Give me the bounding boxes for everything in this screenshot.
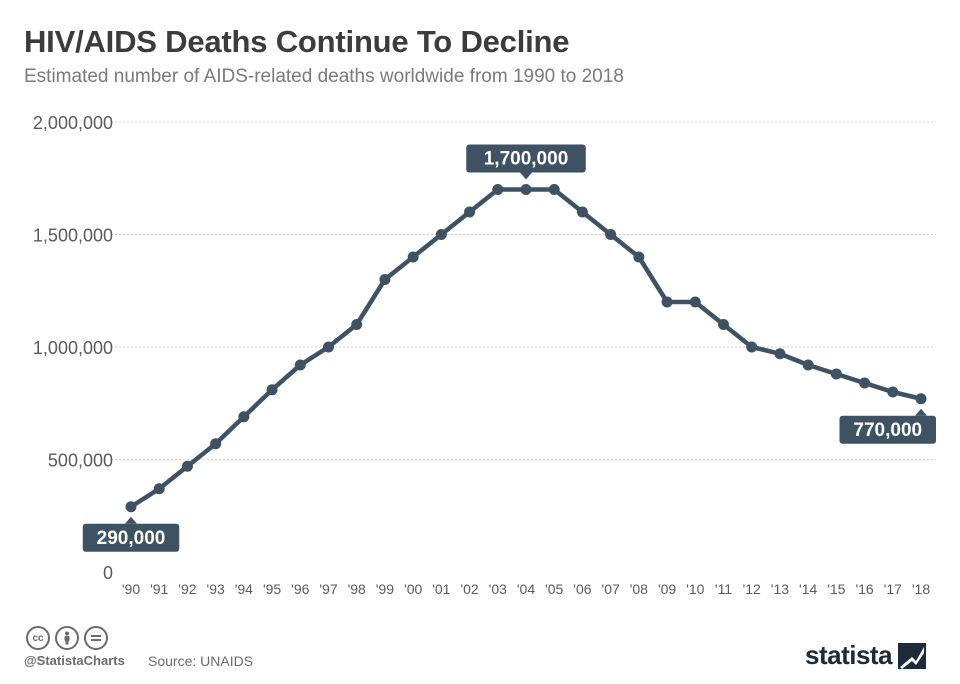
data-point [238,411,250,423]
series-line [128,187,924,509]
data-point [181,460,193,472]
x-tick-label: '11 [715,581,732,597]
data-label-pointer [520,172,532,180]
x-tick-label: '95 [263,581,281,597]
x-tick-label: '98 [348,581,366,597]
data-label-box [839,415,936,444]
data-point [746,341,758,353]
x-tick-label: '90 [122,581,140,597]
x-tick-label: '10 [686,581,704,597]
x-tick-label: '14 [799,581,817,597]
x-tick-label: '91 [150,581,168,597]
x-tick-label: '03 [489,581,507,597]
data-point [718,319,729,330]
data-label-box [466,144,586,173]
x-tick-label: '96 [291,581,309,597]
data-point [774,348,786,360]
x-tick-label: '92 [178,581,196,597]
x-tick-label: '05 [545,581,563,597]
data-label-pointer [915,408,927,416]
cc-icon: cc [26,626,50,650]
x-tick-label: '00 [404,581,422,597]
data-point [605,229,617,240]
license-icons: cc [26,626,108,650]
data-point [633,251,645,263]
data-label: 770,000 [853,420,922,441]
data-point [859,377,871,389]
x-tick-label: '07 [602,581,620,597]
x-tick-label: '13 [771,581,789,597]
x-tick-label: '99 [376,581,394,597]
x-tick-label: '02 [460,581,478,597]
y-tick-label: 500,000 [48,451,113,471]
data-point [125,501,137,513]
data-point [520,184,532,195]
data-point [576,206,588,218]
x-tick-label: '16 [855,581,873,597]
x-tick-label: '97 [319,581,337,597]
data-point [915,393,927,405]
data-point [266,384,278,396]
data-point [379,274,391,285]
data-point [689,296,701,308]
x-tick-label: '15 [827,581,845,597]
statista-logo[interactable]: statista [805,640,927,671]
twitter-handle[interactable]: @StatistaCharts [24,653,125,668]
y-tick-label: 1,500,000 [33,226,113,246]
data-point [802,359,814,371]
y-tick-label: 2,000,000 [33,113,113,133]
x-tick-label: '01 [432,581,450,597]
data-point [464,206,476,218]
x-tick-label: '06 [573,581,591,597]
x-tick-label: '18 [912,581,930,597]
x-tick-label: '12 [743,581,761,597]
chart-subtitle: Estimated number of AIDS-related deaths … [24,66,624,87]
data-label-pointer [125,516,137,524]
attribution-person-icon [55,626,79,650]
data-point [492,184,504,195]
data-point [323,341,334,353]
statista-logo-icon [898,642,927,669]
data-label-box [82,523,180,552]
data-point [548,184,560,195]
data-point [210,438,222,450]
y-tick-label: 0 [103,563,113,583]
chart-title: HIV/AIDS Deaths Continue To Decline [24,24,570,59]
data-point [294,359,306,371]
y-tick-label: 1,000,000 [33,338,113,358]
x-tick-label: '93 [207,581,225,597]
brand-name: statista [805,640,893,670]
data-label: 290,000 [97,528,166,549]
data-label: 1,700,000 [484,149,569,170]
data-point [351,319,363,330]
source-note: Source: UNAIDS [148,653,254,669]
x-tick-label: '17 [884,581,902,597]
no-derivatives-icon [84,626,108,650]
data-point [435,229,447,240]
data-point [661,296,673,308]
data-point [830,368,842,380]
data-point [153,483,165,495]
x-tick-label: '08 [630,581,648,597]
x-tick-label: '94 [235,581,253,597]
data-point [407,251,419,263]
data-point [887,386,899,398]
x-tick-label: '04 [517,581,535,597]
x-tick-label: '09 [658,581,676,597]
